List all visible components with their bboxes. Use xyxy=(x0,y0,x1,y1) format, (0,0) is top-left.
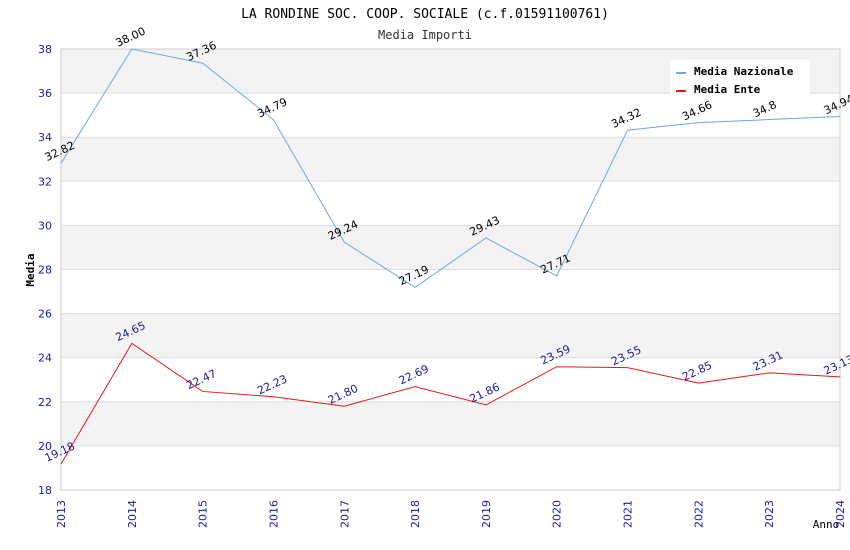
x-tick-label: 2013 xyxy=(55,500,68,528)
y-tick-label: 18 xyxy=(38,484,52,497)
series-line-ente xyxy=(60,342,841,465)
x-axis-label: Anno xyxy=(813,518,840,531)
y-tick-label: 20 xyxy=(38,440,52,453)
grid-band xyxy=(61,137,840,182)
y-tick-label: 30 xyxy=(38,219,52,232)
legend-label-ente: Media Ente xyxy=(694,83,761,96)
grid-band xyxy=(61,357,840,402)
legend-label-national: Media Nazionale xyxy=(694,65,794,78)
x-tick-label: 2014 xyxy=(126,500,139,528)
grid-bands xyxy=(61,48,840,491)
data-label: 38.00 xyxy=(114,25,148,50)
x-tick-label: 2019 xyxy=(480,500,493,528)
y-axis-label: Media xyxy=(24,253,37,286)
grid-band xyxy=(61,445,840,490)
x-tick-label: 2018 xyxy=(409,500,422,528)
y-tick-label: 36 xyxy=(38,87,52,100)
grid-band xyxy=(61,401,840,446)
y-tick-label: 38 xyxy=(38,43,52,56)
legend-box xyxy=(670,60,810,96)
x-tick-label: 2016 xyxy=(267,500,280,528)
x-tick-label: 2021 xyxy=(622,500,635,528)
grid-band xyxy=(61,313,840,358)
y-tick-label: 34 xyxy=(38,131,52,144)
grid-band xyxy=(61,269,840,314)
series-line-national xyxy=(60,48,841,288)
x-tick-label: 2022 xyxy=(692,500,705,528)
x-tick-label: 2020 xyxy=(551,500,564,528)
y-tick-label: 28 xyxy=(38,264,52,277)
x-tick-label: 2015 xyxy=(197,500,210,528)
plot-frame xyxy=(60,48,841,491)
chart-subtitle: Media Importi xyxy=(378,28,472,42)
x-tick-label: 2023 xyxy=(763,500,776,528)
y-tick-label: 22 xyxy=(38,396,52,409)
x-tick-label: 2017 xyxy=(338,500,351,528)
legend: Media Nazionale Media Ente xyxy=(670,60,810,96)
y-tick-label: 26 xyxy=(38,308,52,321)
grid-band xyxy=(61,93,840,138)
grid-band xyxy=(61,181,840,226)
y-tick-label: 24 xyxy=(38,352,52,365)
plot-border xyxy=(60,48,841,491)
chart-title: LA RONDINE SOC. COOP. SOCIALE (c.f.01591… xyxy=(241,7,609,22)
y-tick-label: 32 xyxy=(38,175,52,188)
series-lines xyxy=(60,48,841,465)
x-tick-label: 2024 xyxy=(834,500,847,528)
